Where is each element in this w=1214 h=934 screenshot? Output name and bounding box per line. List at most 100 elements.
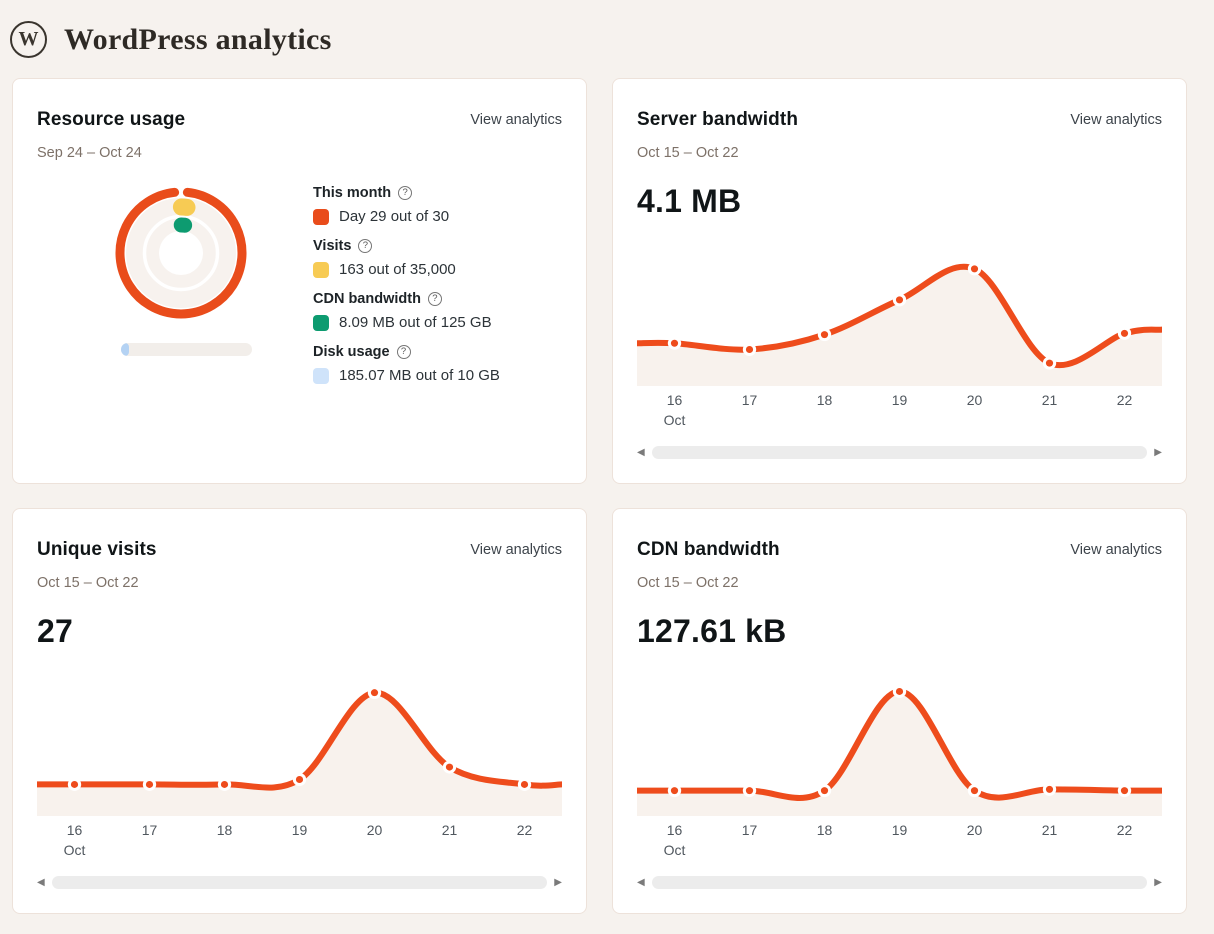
card-header: Resource usage View analytics	[37, 109, 562, 131]
axis-tick-label: 22	[1116, 392, 1133, 408]
scroll-right-icon[interactable]: ▶	[1154, 446, 1162, 458]
axis-tick-label: 17	[741, 392, 758, 408]
unique-visits-chart[interactable]	[37, 676, 562, 816]
help-icon[interactable]: ?	[398, 186, 413, 200]
axis-tick-label: 20	[366, 822, 383, 838]
data-point[interactable]	[670, 339, 679, 347]
data-point[interactable]	[145, 780, 154, 788]
date-range: Oct 15 – Oct 22	[637, 145, 739, 161]
total-value: 127.61 kB	[637, 613, 787, 649]
help-icon[interactable]: ?	[427, 292, 442, 306]
chart-scrollbar[interactable]: ◀ ▶	[37, 876, 562, 889]
help-icon[interactable]: ?	[396, 345, 411, 359]
scroll-left-icon[interactable]: ◀	[637, 876, 645, 888]
data-point[interactable]	[820, 331, 829, 339]
scrollbar-track[interactable]	[651, 876, 1148, 889]
scroll-right-icon[interactable]: ▶	[554, 876, 562, 888]
resource-usage-body: This month ? Day 29 out of 30 Visits ?	[37, 183, 562, 397]
disk-usage-bar	[121, 343, 252, 356]
axis-tick-label: 18	[816, 822, 833, 838]
data-point[interactable]	[520, 780, 529, 788]
data-point[interactable]	[1045, 785, 1054, 793]
legend-item-visits: Visits ? 163 out of 35,000	[313, 238, 500, 278]
axis-tick-label: 22	[516, 822, 533, 838]
ring-center	[159, 231, 203, 275]
disk-usage-fill	[121, 343, 129, 356]
legend-swatch	[313, 314, 329, 331]
ring-arc-this-month[interactable]	[115, 187, 247, 319]
date-range: Sep 24 – Oct 24	[37, 145, 142, 161]
data-point[interactable]	[745, 345, 754, 353]
data-point[interactable]	[370, 689, 379, 697]
chart-scrollbar[interactable]: ◀ ▶	[637, 446, 1162, 459]
card-title: CDN bandwidth	[637, 539, 780, 560]
card-resource-usage: Resource usage View analytics Sep 24 – O…	[12, 78, 587, 484]
x-axis: 16 Oct 17 18 19 20 21 22	[637, 392, 1162, 434]
data-point[interactable]	[670, 787, 679, 795]
resource-usage-legend: This month ? Day 29 out of 30 Visits ?	[313, 183, 500, 397]
data-point[interactable]	[820, 787, 829, 795]
data-point[interactable]	[220, 780, 229, 788]
axis-tick-label: 20	[966, 822, 983, 838]
view-analytics-link[interactable]: View analytics	[1070, 542, 1162, 558]
axis-tick-label: 22	[1116, 822, 1133, 838]
data-point[interactable]	[445, 763, 454, 771]
view-analytics-link[interactable]: View analytics	[470, 112, 562, 128]
wordpress-logo-icon: W	[10, 21, 47, 58]
view-analytics-link[interactable]: View analytics	[1070, 112, 1162, 128]
data-point[interactable]	[70, 780, 79, 788]
chart-scrollbar[interactable]: ◀ ▶	[637, 876, 1162, 889]
card-server-bandwidth: Server bandwidth View analytics Oct 15 –…	[612, 78, 1187, 484]
axis-tick-label: 19	[891, 822, 908, 838]
card-unique-visits: Unique visits View analytics Oct 15 – Oc…	[12, 508, 587, 914]
data-point[interactable]	[1045, 359, 1054, 367]
x-axis: 16 Oct 17 18 19 20 21 22	[37, 822, 562, 864]
card-header: Unique visits View analytics	[37, 539, 562, 561]
scrollbar-track[interactable]	[51, 876, 548, 889]
scroll-left-icon[interactable]: ◀	[37, 876, 45, 888]
data-point[interactable]	[745, 787, 754, 795]
area-fill	[637, 266, 1162, 386]
legend-label: CDN bandwidth	[313, 291, 421, 307]
axis-month-label: Oct	[663, 842, 686, 858]
total-value: 4.1 MB	[637, 183, 742, 219]
scroll-right-icon[interactable]: ▶	[1154, 876, 1162, 888]
cards-grid: Resource usage View analytics Sep 24 – O…	[12, 78, 1214, 914]
legend-swatch	[313, 367, 329, 384]
data-point[interactable]	[970, 265, 979, 273]
data-point[interactable]	[895, 687, 904, 695]
data-point[interactable]	[1120, 787, 1129, 795]
axis-tick-label: 21	[441, 822, 458, 838]
legend-value: 163 out of 35,000	[339, 261, 456, 278]
card-title: Resource usage	[37, 109, 186, 130]
page-header: W WordPress analytics	[0, 0, 1214, 78]
server-bandwidth-chart[interactable]	[637, 246, 1162, 386]
axis-tick-label: 19	[291, 822, 308, 838]
axis-tick-label: 18	[216, 822, 233, 838]
axis-tick-label: 17	[141, 822, 158, 838]
axis-tick-label: 21	[1041, 392, 1058, 408]
area-fill	[37, 692, 562, 816]
scrollbar-track[interactable]	[651, 446, 1148, 459]
axis-tick-label: 18	[816, 392, 833, 408]
card-title: Server bandwidth	[637, 109, 799, 130]
card-title: Unique visits	[37, 539, 157, 560]
legend-label: Disk usage	[313, 344, 390, 360]
legend-value: 8.09 MB out of 125 GB	[339, 314, 492, 331]
page-title: WordPress analytics	[64, 22, 332, 56]
view-analytics-link[interactable]: View analytics	[470, 542, 562, 558]
resource-rings-chart[interactable]	[111, 183, 251, 323]
axis-tick-label: 20	[966, 392, 983, 408]
data-point[interactable]	[295, 775, 304, 783]
total-value: 27	[37, 613, 73, 649]
scroll-left-icon[interactable]: ◀	[637, 446, 645, 458]
ring-separator	[142, 214, 220, 292]
help-icon[interactable]: ?	[358, 239, 373, 253]
data-point[interactable]	[970, 787, 979, 795]
data-point[interactable]	[1120, 329, 1129, 337]
legend-item-this-month: This month ? Day 29 out of 30	[313, 185, 500, 225]
legend-value: 185.07 MB out of 10 GB	[339, 367, 500, 384]
card-header: Server bandwidth View analytics	[637, 109, 1162, 131]
cdn-bandwidth-chart[interactable]	[637, 676, 1162, 816]
data-point[interactable]	[895, 296, 904, 304]
